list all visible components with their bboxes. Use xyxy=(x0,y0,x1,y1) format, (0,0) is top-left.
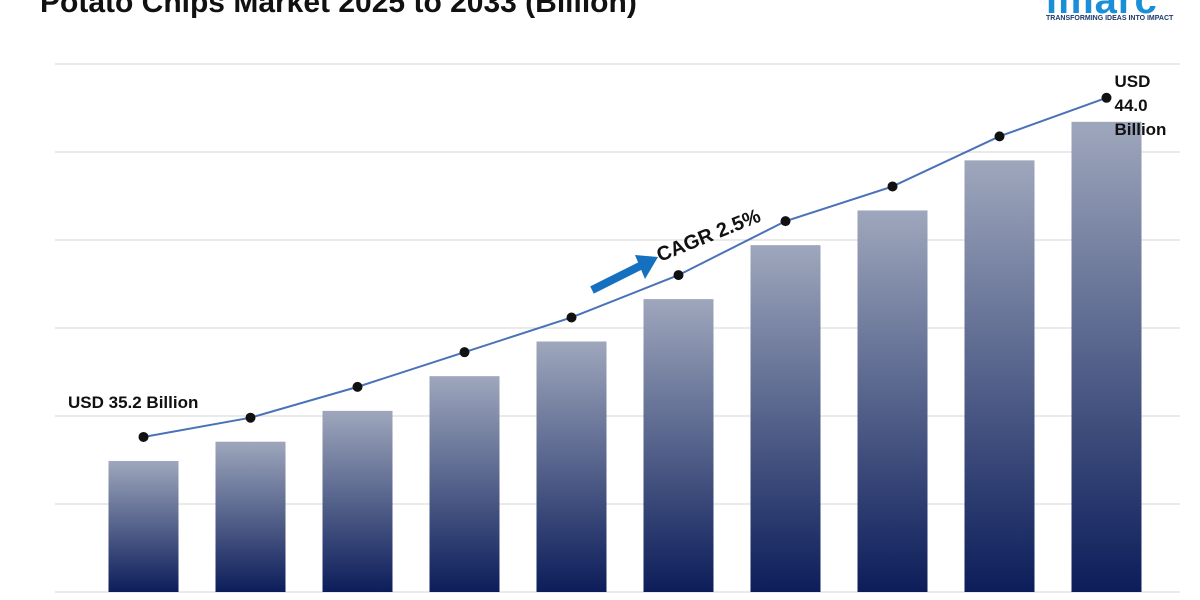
cagr-label: CAGR 2.5% xyxy=(654,205,764,267)
trend-line xyxy=(143,96,1107,438)
trend-dot xyxy=(352,381,363,392)
value-label: USD 35.2 Billion xyxy=(68,392,199,412)
bar xyxy=(1071,121,1142,593)
brand-logo: imarc xyxy=(1046,0,1158,22)
trend-dot xyxy=(138,431,149,442)
bar xyxy=(108,460,179,592)
cagr-arrowhead xyxy=(635,255,658,279)
bar xyxy=(857,210,928,592)
cagr-arrow xyxy=(590,262,642,294)
trend-dot xyxy=(245,412,256,423)
bar xyxy=(322,410,393,592)
bar xyxy=(215,441,286,592)
bar xyxy=(750,245,821,593)
trend-dot xyxy=(673,270,684,281)
trend-dot xyxy=(780,216,791,227)
trend-dot xyxy=(887,181,898,192)
bar xyxy=(964,160,1035,592)
trend-dot xyxy=(994,131,1005,142)
bar xyxy=(429,376,500,592)
trend-dot xyxy=(566,312,577,323)
bar xyxy=(536,341,607,592)
bar xyxy=(643,299,714,592)
trend-dot xyxy=(1101,92,1112,103)
chart-title: Potato Chips Market 2025 to 2033 (Billio… xyxy=(40,0,637,19)
value-label: USD 44.0 Billion xyxy=(1114,71,1167,139)
trend-dot xyxy=(459,347,470,358)
brand-tagline: TRANSFORMING IDEAS INTO IMPACT xyxy=(1046,15,1174,22)
